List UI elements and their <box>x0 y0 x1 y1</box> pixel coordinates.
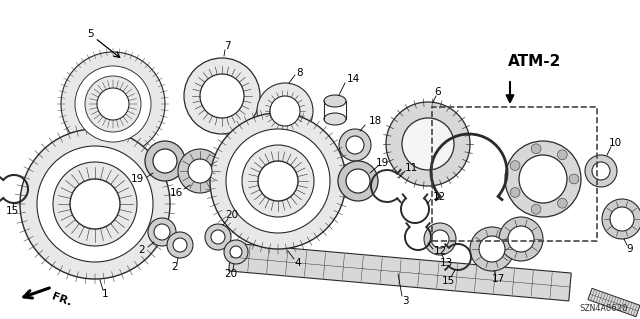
Circle shape <box>510 161 520 170</box>
Circle shape <box>184 58 260 134</box>
Circle shape <box>557 150 567 160</box>
Circle shape <box>200 74 244 118</box>
Text: SZN4A0620: SZN4A0620 <box>580 304 628 313</box>
Circle shape <box>470 227 514 271</box>
Circle shape <box>338 161 378 201</box>
Circle shape <box>592 162 610 180</box>
Ellipse shape <box>324 113 346 125</box>
Circle shape <box>424 223 456 255</box>
Text: 9: 9 <box>627 244 634 254</box>
Text: 17: 17 <box>492 274 504 284</box>
Text: 13: 13 <box>440 258 452 268</box>
Circle shape <box>61 52 165 156</box>
Circle shape <box>339 129 371 161</box>
Circle shape <box>402 118 454 170</box>
Text: 19: 19 <box>131 174 143 184</box>
Text: 18: 18 <box>369 116 381 126</box>
Circle shape <box>85 76 141 132</box>
Circle shape <box>178 149 222 193</box>
Circle shape <box>431 230 449 248</box>
Circle shape <box>557 198 567 208</box>
Text: 6: 6 <box>435 87 442 97</box>
Circle shape <box>224 240 248 264</box>
Circle shape <box>173 238 187 252</box>
Circle shape <box>531 144 541 154</box>
Circle shape <box>519 155 567 203</box>
Circle shape <box>188 159 212 183</box>
Text: 3: 3 <box>402 296 408 306</box>
Text: 10: 10 <box>609 138 621 148</box>
Text: 11: 11 <box>404 163 418 173</box>
Circle shape <box>211 230 225 244</box>
Circle shape <box>167 232 193 258</box>
Circle shape <box>346 169 370 193</box>
Text: 12: 12 <box>433 246 447 256</box>
Circle shape <box>242 145 314 217</box>
Circle shape <box>258 161 298 201</box>
Circle shape <box>569 174 579 184</box>
Circle shape <box>610 207 634 231</box>
Circle shape <box>210 113 346 249</box>
Text: 20: 20 <box>225 269 237 279</box>
Text: 19: 19 <box>376 158 388 168</box>
Circle shape <box>53 162 137 246</box>
Text: 16: 16 <box>170 188 182 198</box>
Polygon shape <box>588 288 640 317</box>
Circle shape <box>20 129 170 279</box>
Circle shape <box>510 188 520 197</box>
Circle shape <box>386 102 470 186</box>
Circle shape <box>346 136 364 154</box>
Text: 4: 4 <box>294 258 301 268</box>
Circle shape <box>499 217 543 261</box>
Text: FR.: FR. <box>50 291 73 308</box>
Circle shape <box>479 236 505 262</box>
Circle shape <box>37 146 153 262</box>
Text: ATM-2: ATM-2 <box>508 54 562 69</box>
Text: 2: 2 <box>139 245 145 255</box>
Ellipse shape <box>324 95 346 107</box>
Text: 14: 14 <box>346 74 360 84</box>
Circle shape <box>270 96 300 126</box>
Circle shape <box>145 141 185 181</box>
Circle shape <box>226 129 330 233</box>
Circle shape <box>97 88 129 120</box>
Circle shape <box>205 224 231 250</box>
Circle shape <box>154 224 170 240</box>
Text: 20: 20 <box>225 210 239 220</box>
Circle shape <box>505 141 581 217</box>
Text: 15: 15 <box>5 206 19 216</box>
Text: 12: 12 <box>433 192 445 202</box>
Circle shape <box>508 226 534 252</box>
Circle shape <box>75 66 151 142</box>
Text: 8: 8 <box>297 68 303 78</box>
Circle shape <box>585 155 617 187</box>
Text: 5: 5 <box>88 29 94 39</box>
Circle shape <box>153 149 177 173</box>
Circle shape <box>70 179 120 229</box>
Circle shape <box>230 246 242 258</box>
Circle shape <box>257 83 313 139</box>
Polygon shape <box>228 243 572 301</box>
Text: 2: 2 <box>172 262 179 272</box>
Text: 15: 15 <box>442 276 454 286</box>
Text: 7: 7 <box>224 41 230 51</box>
Circle shape <box>531 204 541 214</box>
Circle shape <box>148 218 176 246</box>
Circle shape <box>602 199 640 239</box>
Text: 1: 1 <box>102 289 108 299</box>
